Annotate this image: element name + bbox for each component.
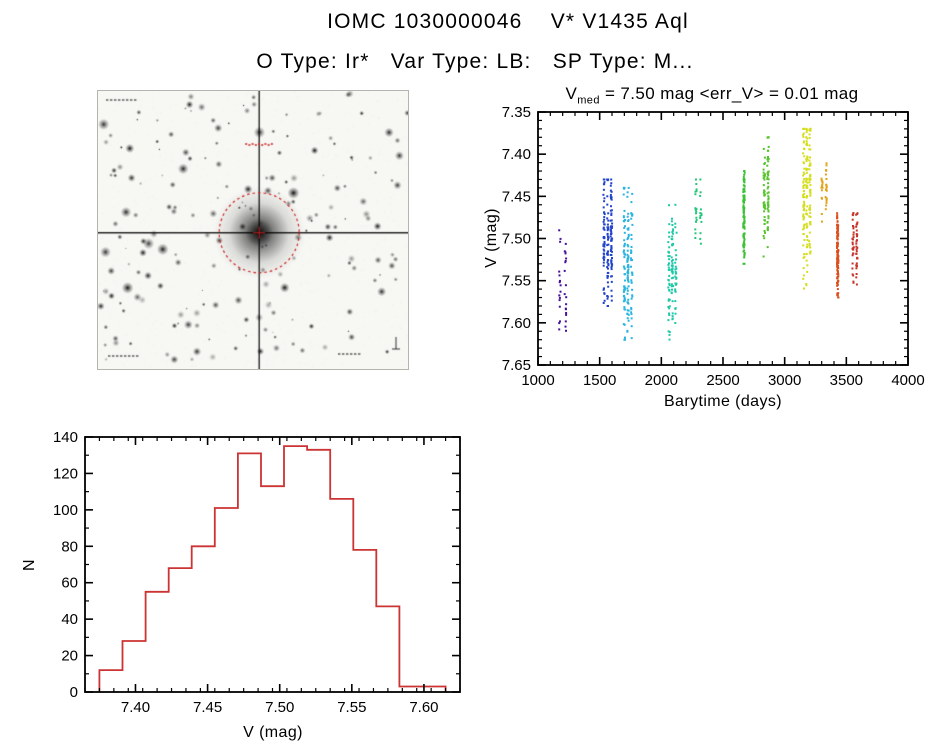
svg-text:40: 40 bbox=[61, 611, 78, 628]
svg-text:0: 0 bbox=[70, 684, 78, 701]
svg-text:7.65: 7.65 bbox=[502, 357, 531, 374]
svg-text:4000: 4000 bbox=[891, 372, 924, 389]
svg-text:1000: 1000 bbox=[521, 372, 554, 389]
lightcurve-title-subscript: med bbox=[577, 94, 600, 107]
lightcurve-ylabel: V (mag) bbox=[483, 208, 500, 268]
svg-text:7.50: 7.50 bbox=[265, 699, 294, 716]
histogram-ylabel: N bbox=[21, 559, 38, 571]
page-subtitle: O Type: Ir* Var Type: LB: SP Type: M... bbox=[256, 50, 694, 73]
svg-text:7.60: 7.60 bbox=[502, 315, 531, 332]
svg-text:7.45: 7.45 bbox=[193, 699, 222, 716]
svg-text:2000: 2000 bbox=[645, 372, 678, 389]
svg-text:7.55: 7.55 bbox=[502, 273, 531, 290]
lightcurve-title-rest: = 7.50 mag <err_V> = 0.01 mag bbox=[599, 84, 859, 103]
svg-text:1500: 1500 bbox=[583, 372, 616, 389]
svg-text:7.45: 7.45 bbox=[502, 188, 531, 205]
svg-text:80: 80 bbox=[61, 538, 78, 555]
scatter-points bbox=[558, 127, 859, 341]
svg-text:7.40: 7.40 bbox=[502, 146, 531, 163]
svg-text:7.35: 7.35 bbox=[502, 104, 531, 121]
lightcurve-chart: Vmed = 7.50 mag <err_V> = 0.01 mag 1000 1… bbox=[480, 84, 944, 419]
svg-text:140: 140 bbox=[53, 429, 78, 446]
svg-text:7.60: 7.60 bbox=[409, 699, 438, 716]
svg-text:120: 120 bbox=[53, 465, 78, 482]
lightcurve-title: Vmed = 7.50 mag <err_V> = 0.01 mag bbox=[480, 84, 944, 106]
page-title: IOMC 1030000046 V* V1435 Aql bbox=[327, 10, 689, 33]
lightcurve-plot: 1000 1500 2000 2500 3000 3500 4000 7.35 7.40 7.45… bbox=[502, 104, 925, 389]
histogram-step-path bbox=[98, 445, 447, 692]
svg-text:60: 60 bbox=[61, 575, 78, 592]
finder-chart-canvas bbox=[97, 90, 409, 370]
svg-text:2500: 2500 bbox=[706, 372, 739, 389]
lightcurve-title-prefix: V bbox=[565, 84, 578, 103]
histogram-plot: 7.40 7.45 7.50 7.55 7.60 0 20 40 60 80 100 120 140 bbox=[53, 429, 461, 716]
svg-text:100: 100 bbox=[53, 502, 78, 519]
histogram-xlabel: V (mag) bbox=[243, 724, 303, 741]
svg-text:7.40: 7.40 bbox=[121, 699, 150, 716]
svg-text:7.55: 7.55 bbox=[337, 699, 366, 716]
svg-text:20: 20 bbox=[61, 648, 78, 665]
svg-text:3500: 3500 bbox=[830, 372, 863, 389]
histogram-chart: 7.40 7.45 7.50 7.55 7.60 0 20 40 60 80 100 120 140 N… bbox=[20, 420, 490, 747]
finder-chart bbox=[97, 90, 409, 370]
svg-text:3000: 3000 bbox=[768, 372, 801, 389]
lightcurve-xlabel: Barytime (days) bbox=[663, 393, 783, 410]
svg-text:7.50: 7.50 bbox=[502, 231, 531, 248]
